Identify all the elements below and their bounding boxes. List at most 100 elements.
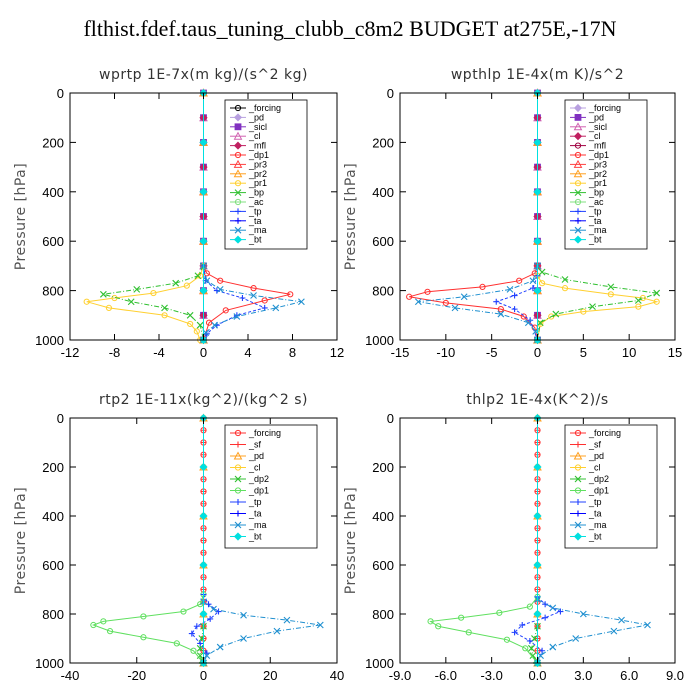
data-point	[529, 285, 536, 292]
x-tick-label: -8	[109, 345, 121, 360]
data-point	[197, 640, 204, 647]
data-point	[427, 618, 434, 625]
data-point	[529, 277, 537, 285]
data-point	[216, 643, 224, 651]
legend-entry: _dp2	[248, 474, 269, 484]
legend-marker	[574, 198, 582, 206]
data-point	[607, 283, 615, 291]
data-point	[199, 511, 208, 521]
series-line-tp	[191, 594, 220, 664]
data-point	[552, 310, 560, 318]
data-point	[653, 289, 661, 297]
series-line-dp1	[91, 594, 204, 664]
legend-marker	[234, 429, 242, 437]
data-point	[528, 644, 535, 652]
data-point	[497, 310, 505, 318]
x-tick-label: 12	[330, 345, 344, 360]
legend-entry: _bt	[248, 532, 262, 542]
legend-entry: _ma	[588, 225, 607, 235]
data-point	[549, 643, 557, 651]
legend-marker	[575, 441, 581, 448]
legend-entry: _sicl	[588, 122, 607, 132]
data-point	[511, 292, 518, 299]
data-point	[196, 652, 204, 660]
legend-marker	[574, 487, 582, 494]
data-point	[503, 636, 511, 643]
y-tick-label: 0	[387, 86, 394, 101]
legend-marker	[233, 131, 243, 140]
data-point	[140, 634, 147, 641]
data-point	[533, 286, 542, 295]
legend-entry: _sf	[248, 440, 262, 450]
data-point	[458, 614, 465, 621]
series-line-dp1	[429, 596, 538, 664]
y-tick-label: 200	[42, 135, 64, 150]
legend-entry: _bt	[588, 532, 602, 542]
data-point	[542, 614, 549, 621]
legend-entry: _mfl	[248, 141, 266, 151]
legend-entry: _forcing	[588, 428, 621, 438]
legend-marker	[234, 180, 242, 187]
legend-marker	[234, 464, 242, 471]
data-point	[298, 298, 305, 306]
legend-entry: _ta	[588, 216, 602, 226]
x-tick-label: -6.0	[435, 668, 457, 683]
data-point	[203, 652, 211, 660]
data-point	[526, 637, 533, 644]
data-point	[161, 304, 168, 312]
legend-entry: _ta	[248, 509, 262, 519]
legend-entry: _dp2	[588, 474, 609, 484]
data-point	[199, 138, 208, 147]
legend-marker	[234, 189, 242, 196]
y-axis-label: Pressure [hPa]	[343, 163, 359, 270]
x-tick-label: 10	[622, 345, 636, 360]
data-point	[479, 283, 486, 290]
data-point	[424, 288, 431, 295]
legend-entry: _pd	[588, 451, 604, 461]
data-point	[561, 285, 569, 292]
series-line-tp	[494, 275, 538, 341]
y-axis-label: Pressure [hPa]	[13, 163, 29, 270]
data-point	[133, 285, 141, 293]
x-tick-label: 40	[330, 668, 344, 683]
x-tick-label: 4	[244, 345, 251, 360]
data-point	[493, 298, 500, 305]
legend: _forcing _sf_pd _cl_dp2 _dp1_tp _ta_ma _bt	[224, 424, 318, 549]
data-point	[197, 601, 204, 608]
data-point	[524, 319, 532, 327]
data-point	[194, 272, 202, 280]
legend-entry: _bt	[248, 235, 262, 245]
y-tick-label: 400	[42, 185, 64, 200]
legend-marker	[574, 142, 582, 149]
legend-marker	[235, 217, 241, 224]
legend-marker	[235, 441, 241, 448]
legend-marker	[573, 532, 583, 541]
panel-title: wpthlp 1E-4x(m K)/s^2	[451, 67, 624, 83]
data-point	[511, 629, 518, 636]
data-point	[261, 297, 268, 304]
legend: _forcing _sf_pd _cl_dp2 _dp1_tp _ta_ma _bt	[564, 424, 658, 549]
data-point	[519, 622, 526, 629]
chart-panel-2: wpthlp 1E-4x(m K)/s^2 Pressure [hPa] -15 -1…	[343, 67, 682, 360]
legend-entry: _forcing	[248, 103, 281, 113]
legend: _forcing_pd_sicl_cl_mfl_dp1_pr3_pr2_pr1_…	[224, 99, 308, 250]
data-point	[516, 277, 523, 284]
y-tick-label: 800	[372, 284, 394, 299]
y-tick-label: 1000	[35, 333, 64, 348]
legend-marker	[574, 475, 582, 483]
legend-entry: _cl	[588, 131, 601, 141]
data-point	[644, 621, 651, 629]
data-point	[199, 286, 208, 295]
data-point	[199, 187, 208, 196]
legend-marker	[234, 123, 242, 131]
series-line-bp	[537, 265, 659, 341]
legend-entry: _ta	[248, 216, 262, 226]
data-point	[497, 306, 504, 313]
data-point	[187, 320, 194, 328]
legend-marker	[575, 510, 581, 517]
data-point	[316, 621, 324, 629]
y-tick-label: 600	[42, 234, 64, 249]
legend-entry: _bp	[248, 188, 264, 198]
legend-entry: _cl	[588, 463, 601, 473]
y-tick-label: 1000	[35, 656, 64, 671]
